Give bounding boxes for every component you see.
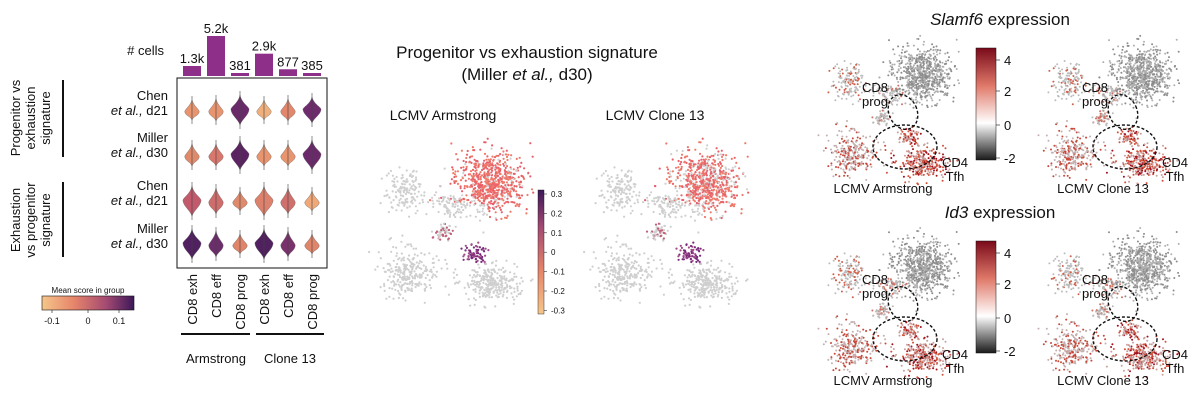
cell-count-label: 5.2k: [204, 21, 229, 36]
group-label: Exhaustionvs progenitorsignature: [8, 182, 53, 258]
column-label: CD8 exh: [185, 274, 200, 325]
panel-b-subtitle: (Miller et al., d30): [461, 65, 592, 84]
colorbar-b-tick: -0.2: [551, 287, 565, 296]
cell-count-label: 877: [277, 54, 299, 69]
colorbar-c-tick: 4: [1004, 246, 1011, 261]
cell-count-label: 1.3k: [180, 51, 205, 66]
cd4-tfh-label: CD4 Tfh: [1162, 347, 1188, 376]
cell-count-bar: [207, 36, 225, 76]
colorbar-c-tick: -2: [1004, 344, 1016, 359]
row-label: Miller et al., d30: [111, 221, 169, 251]
colorbar-b-tick: -0.1: [551, 268, 565, 277]
umap-c-condition-label: LCMV Clone 13: [1057, 373, 1149, 388]
umap-c-slamf6-clone13: [1037, 34, 1181, 186]
condition-label-armstrong: Armstrong: [186, 351, 246, 366]
cd8-prog-outline: [887, 93, 919, 131]
column-label: CD8 prog: [305, 274, 320, 330]
row-label: Chen et al., d21: [111, 88, 168, 118]
colorbar-c-tick: -2: [1004, 151, 1016, 166]
cd4-tfh-outline: [872, 316, 938, 362]
umap-c-condition-label: LCMV Clone 13: [1057, 181, 1149, 196]
group-label: Progenitor vsexhaustionsignature: [8, 79, 53, 156]
colorbar-b-tick: -0.3: [551, 306, 565, 315]
row-label: Chen et al., d21: [111, 178, 168, 208]
cd8-prog-outline: [1107, 93, 1139, 131]
cd4-tfh-label: CD4 Tfh: [942, 347, 968, 376]
panel-b-title: Progenitor vs exhaustion signature: [396, 43, 658, 62]
column-label: CD8 eff: [281, 274, 296, 318]
cell-count-bar: [231, 73, 249, 76]
colorbar-c-tick: 2: [1004, 277, 1011, 292]
cell-count-label: 385: [301, 58, 323, 73]
column-label: CD8 exh: [257, 274, 272, 325]
panel-c-title-1: Slamf6 expression: [930, 10, 1070, 29]
colorbar-a-title: Mean score in group: [52, 286, 125, 295]
umap-c-id3-armstrong: [817, 227, 961, 380]
colorbar-c1: [975, 47, 997, 161]
panel-c-title-2: Id3 expression: [945, 203, 1056, 222]
column-label: CD8 eff: [209, 274, 224, 318]
umap-c-id3-clone13: [1037, 227, 1181, 380]
violin-grid: [182, 91, 322, 263]
cd8-prog-label: CD8 prog: [862, 80, 888, 109]
umap-c-condition-label: LCMV Armstrong: [834, 181, 933, 196]
violin-grid-frame: [176, 77, 328, 269]
cd4-tfh-outline: [1092, 124, 1158, 170]
cell-count-label: 381: [229, 58, 251, 73]
colorbar-c-tick: 0: [1004, 311, 1011, 326]
colorbar-b-tick: 0: [551, 248, 556, 257]
cell-count-bar: [255, 53, 273, 76]
cd8-prog-outline: [1107, 285, 1139, 323]
cell-count-bar: [303, 73, 321, 76]
cd4-tfh-label: CD4 Tfh: [1162, 155, 1188, 184]
umap-c-condition-label: LCMV Armstrong: [834, 373, 933, 388]
colorbar-b: [537, 189, 545, 315]
cell-count-bar: [183, 66, 201, 76]
umap-b-clone13: [583, 137, 750, 309]
colorbar-c-tick: 2: [1004, 84, 1011, 99]
column-label: CD8 prog: [233, 274, 248, 330]
umap-b-right-label: LCMV Clone 13: [606, 107, 705, 123]
cell-count-bar: [279, 69, 297, 76]
colorbar-a-tick: -0.1: [44, 316, 60, 326]
colorbar-b-tick: 0.1: [551, 229, 563, 238]
colorbar-c-tick: 0: [1004, 118, 1011, 133]
cd4-tfh-outline: [1092, 316, 1158, 362]
umap-b-armstrong: [368, 137, 535, 309]
colorbar-c-tick: 4: [1004, 53, 1011, 68]
cd8-prog-outline: [887, 285, 919, 323]
cd8-prog-label: CD8 prog: [862, 272, 888, 301]
panel-b: Progenitor vs exhaustion signature (Mill…: [368, 43, 750, 315]
colorbar-b-tick: 0.2: [551, 209, 563, 218]
colorbar-b-tick: 0.3: [551, 190, 563, 199]
cd8-prog-label: CD8 prog: [1082, 80, 1108, 109]
panel-c: Slamf6 expression Id3 expression 4 2 0 -2 4 2…: [817, 10, 1188, 388]
row-label: Miller et al., d30: [111, 130, 169, 160]
colorbar-c2: [975, 240, 997, 354]
colorbar-a: [41, 295, 135, 311]
cd8-prog-label: CD8 prog: [1082, 272, 1108, 301]
cell-count-bars: [183, 36, 321, 76]
colorbar-a-tick: 0: [85, 316, 90, 326]
umap-c-slamf6-armstrong: [817, 34, 961, 186]
cell-count-label: 2.9k: [252, 39, 277, 54]
cells-label: # cells: [127, 43, 164, 58]
umap-b-left-label: LCMV Armstrong: [390, 107, 497, 123]
condition-label-clone13: Clone 13: [264, 351, 316, 366]
cd4-tfh-label: CD4 Tfh: [942, 155, 968, 184]
colorbar-a-tick: 0.1: [113, 316, 126, 326]
cd4-tfh-outline: [872, 124, 938, 170]
